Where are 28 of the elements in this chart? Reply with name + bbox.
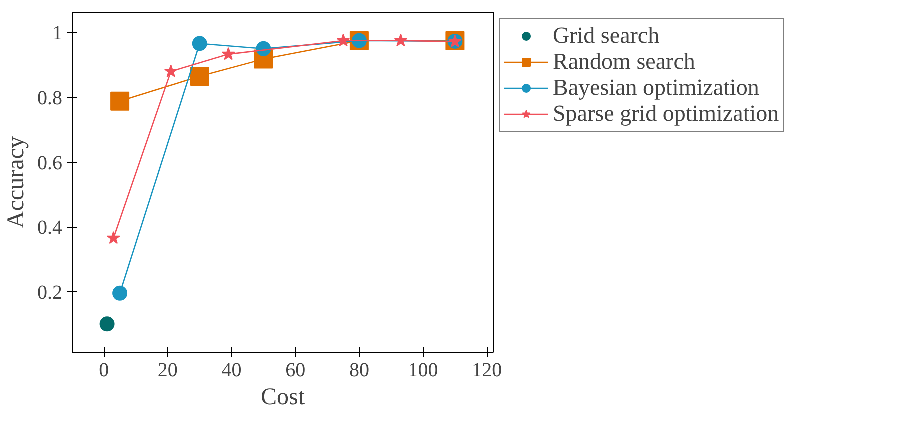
point <box>100 316 115 332</box>
point <box>164 64 178 78</box>
point <box>106 231 120 244</box>
point <box>394 34 408 47</box>
x-tick-label: 40 <box>222 360 242 382</box>
legend-label: Bayesian optimization <box>553 75 760 101</box>
x-tick-label: 20 <box>158 360 178 382</box>
y-tick-label: 0.2 <box>38 282 62 304</box>
x-tick-label: 60 <box>286 360 306 382</box>
point <box>192 36 208 52</box>
point <box>336 34 350 47</box>
x-tick-label: 100 <box>408 360 438 382</box>
y-axis-title: Accuracy <box>4 136 30 228</box>
x-axis-title: Cost <box>260 384 306 410</box>
x-tick-label: 80 <box>349 360 370 382</box>
x-tick-label: 0 <box>99 360 110 382</box>
x-tick-label: 120 <box>472 360 502 382</box>
y-tick-label: 0.8 <box>38 88 62 110</box>
y-tick-label: 0.6 <box>38 152 62 174</box>
point <box>112 286 128 301</box>
point <box>190 66 210 86</box>
point <box>110 92 130 111</box>
y-tick-label: 0.4 <box>38 217 62 240</box>
legend-label: Grid search <box>553 23 660 49</box>
legend-label: Random search <box>553 49 696 75</box>
legend-label: Sparse grid optimization <box>553 101 780 127</box>
y-tick-label: 1 <box>52 22 62 45</box>
point <box>222 47 236 60</box>
